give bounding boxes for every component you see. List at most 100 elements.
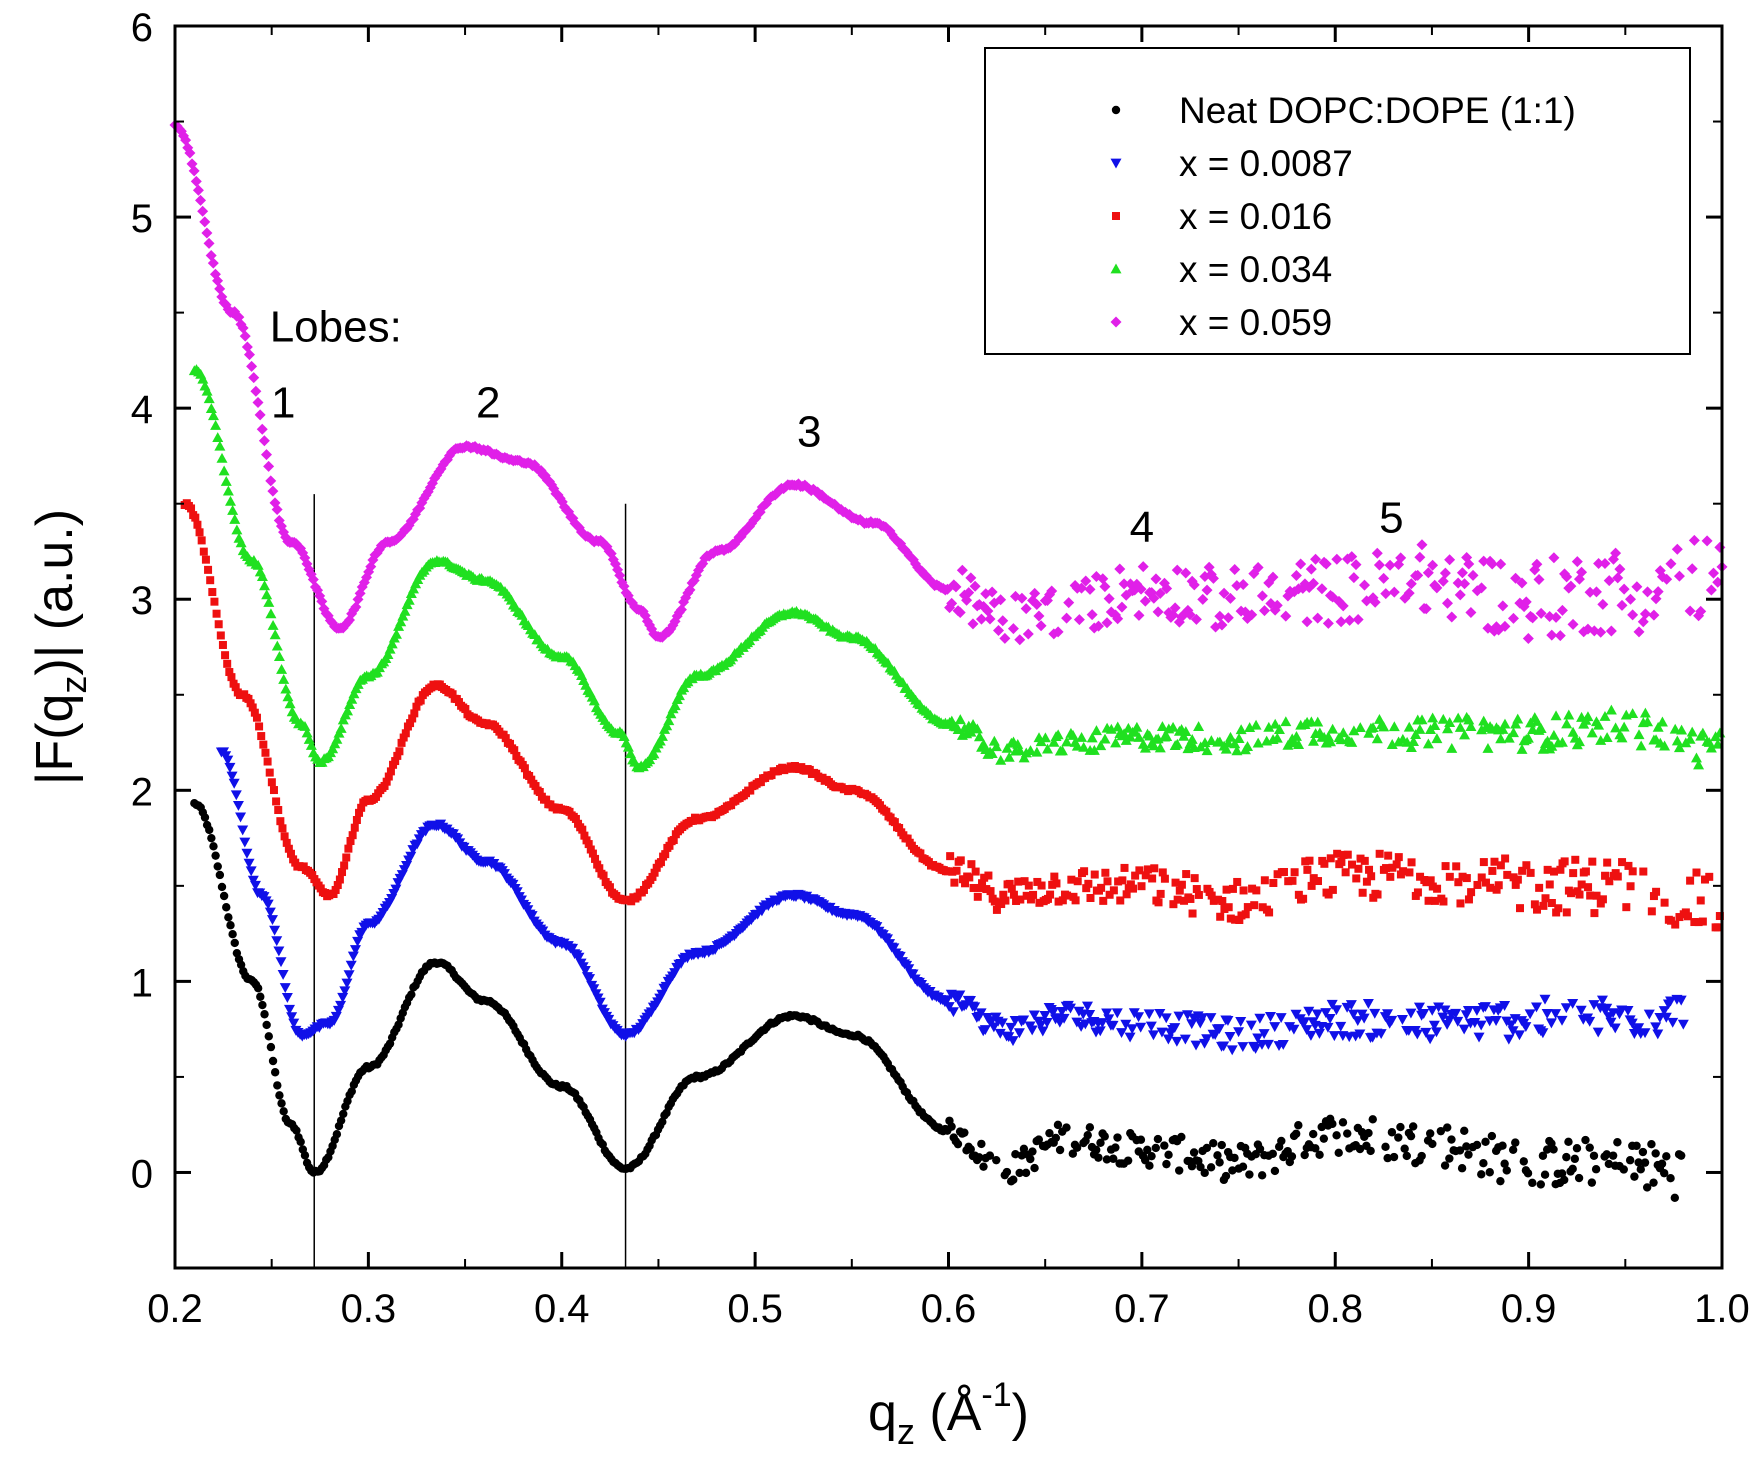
- data-point: [335, 723, 347, 733]
- data-point: [1348, 860, 1357, 869]
- data-point: [1054, 897, 1063, 906]
- data-point: [1197, 593, 1209, 605]
- data-point: [1154, 742, 1166, 753]
- data-point: [1712, 738, 1724, 749]
- data-point: [410, 709, 419, 718]
- data-point: [1102, 1155, 1112, 1164]
- x-axis-title-sub: z: [897, 1411, 915, 1452]
- data-point: [1218, 897, 1227, 906]
- data-point: [1338, 1118, 1348, 1127]
- data-point: [212, 609, 221, 618]
- data-point: [1334, 1148, 1343, 1158]
- data-point: [1405, 578, 1417, 590]
- data-point: [1698, 917, 1707, 926]
- data-point: [1628, 867, 1637, 876]
- data-point: [286, 1012, 298, 1023]
- data-point: [1405, 1008, 1417, 1019]
- x-axis-title-unit: (Å: [915, 1384, 982, 1442]
- data-point: [197, 536, 206, 545]
- data-point: [1659, 1168, 1669, 1178]
- data-point: [1605, 625, 1617, 637]
- data-point: [1090, 725, 1102, 736]
- data-point: [1136, 1135, 1146, 1144]
- data-point: [1524, 1009, 1536, 1020]
- data-point: [1002, 1167, 1012, 1177]
- data-point: [1190, 874, 1199, 883]
- data-point: [1549, 1145, 1558, 1154]
- data-point: [1505, 1020, 1517, 1031]
- data-point: [1187, 1162, 1197, 1171]
- data-point: [1154, 898, 1163, 907]
- data-point: [1345, 1000, 1357, 1011]
- data-point: [237, 322, 249, 334]
- data-point: [1512, 713, 1524, 724]
- data-point: [1439, 567, 1451, 579]
- data-point: [1560, 1003, 1572, 1014]
- data-point: [1535, 723, 1547, 733]
- data-point: [1509, 873, 1518, 882]
- data-point: [1174, 1166, 1184, 1175]
- data-point: [339, 1109, 348, 1119]
- data-point: [352, 936, 364, 947]
- data-point: [663, 715, 675, 726]
- data-point: [255, 722, 264, 731]
- data-point: [226, 921, 235, 930]
- data-point: [448, 690, 457, 699]
- data-point: [1014, 745, 1026, 756]
- data-point: [1548, 729, 1560, 740]
- data-point: [1346, 551, 1358, 563]
- data-point: [232, 800, 244, 811]
- data-point: [1046, 585, 1058, 597]
- x-tick-label: 0.5: [727, 1287, 783, 1331]
- data-point: [1622, 903, 1631, 912]
- data-point: [1252, 737, 1264, 748]
- data-point: [1476, 582, 1488, 594]
- data-point: [256, 423, 268, 435]
- data-point: [219, 891, 229, 901]
- data-point: [1707, 567, 1719, 579]
- data-point: [1554, 630, 1566, 642]
- data-point: [1619, 1165, 1628, 1174]
- data-point: [1631, 581, 1643, 593]
- data-point: [1561, 718, 1573, 729]
- data-point: [1575, 1005, 1587, 1016]
- data-point: [1465, 607, 1477, 619]
- data-point: [1485, 1168, 1494, 1177]
- data-point: [271, 640, 283, 651]
- data-point: [1113, 1133, 1122, 1142]
- data-point: [505, 739, 514, 748]
- data-point: [1408, 1122, 1418, 1131]
- data-point: [264, 1032, 273, 1041]
- data-point: [1585, 1143, 1594, 1152]
- data-point: [1188, 579, 1200, 591]
- legend-label: Neat DOPC:DOPE (1:1): [1179, 90, 1576, 131]
- data-point: [1537, 1028, 1549, 1039]
- data-point: [1556, 1015, 1568, 1026]
- data-point: [401, 729, 410, 738]
- data-point: [1022, 891, 1031, 900]
- data-point: [1388, 721, 1400, 732]
- data-point: [1061, 612, 1073, 624]
- data-point: [1690, 752, 1702, 763]
- data-point: [1233, 733, 1245, 744]
- data-point: [1131, 721, 1143, 732]
- data-point: [1153, 1134, 1163, 1144]
- data-point: [1103, 593, 1115, 605]
- data-point: [894, 951, 906, 962]
- data-point: [1375, 1029, 1387, 1040]
- data-point: [1242, 741, 1254, 751]
- data-point: [1384, 851, 1393, 860]
- data-point: [954, 990, 966, 1001]
- data-point: [262, 899, 274, 910]
- data-point: [1592, 1027, 1604, 1038]
- data-point: [1380, 588, 1392, 600]
- data-point: [1269, 878, 1278, 887]
- data-point: [1673, 742, 1685, 753]
- data-point: [967, 618, 979, 630]
- data-point: [1073, 614, 1085, 626]
- data-point: [1424, 896, 1433, 905]
- data-point: [1475, 1020, 1487, 1031]
- data-point: [1150, 864, 1159, 873]
- data-point: [1007, 884, 1016, 893]
- data-point: [1201, 1034, 1213, 1045]
